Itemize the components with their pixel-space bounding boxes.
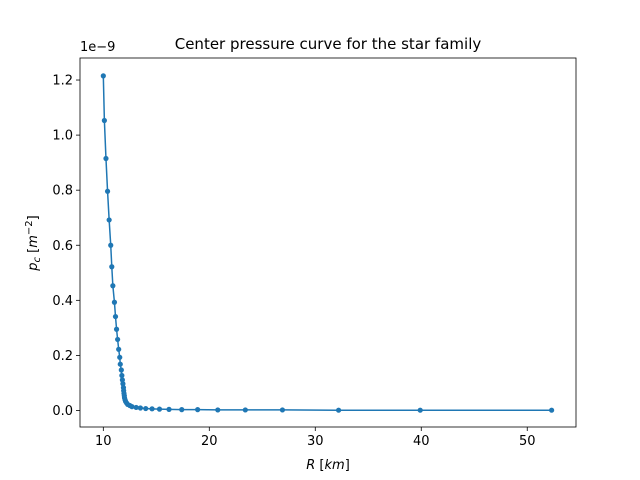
data-point <box>104 188 111 194</box>
data-point <box>156 406 163 412</box>
data-point <box>149 406 155 412</box>
x-tick-label: 30 <box>307 434 324 449</box>
data-point <box>119 372 125 379</box>
y-offset-text: 1e−9 <box>80 40 115 55</box>
y-tick-label: 0.8 <box>52 184 73 199</box>
data-point <box>242 407 248 413</box>
y-tick-label: 0.0 <box>52 404 73 419</box>
x-tick-label: 20 <box>201 434 218 449</box>
y-tick-label: 1.0 <box>52 129 73 144</box>
data-point <box>133 404 139 411</box>
data-point <box>336 407 342 413</box>
data-point <box>110 283 116 289</box>
data-point <box>109 264 115 270</box>
plot-frame <box>79 57 577 428</box>
y-tick-label: 0.4 <box>52 294 73 309</box>
data-point <box>108 242 114 248</box>
data-point <box>120 381 126 387</box>
data-point <box>417 407 423 413</box>
x-tick-label: 40 <box>413 434 430 449</box>
data-point <box>117 361 123 367</box>
y-tick-label: 0.2 <box>52 349 73 364</box>
data-point <box>115 336 121 343</box>
data-point <box>166 406 172 412</box>
data-point <box>279 407 286 413</box>
chart-title: Center pressure curve for the star famil… <box>175 35 482 53</box>
data-point <box>195 407 201 413</box>
x-tick-label: 50 <box>519 434 536 449</box>
data-point <box>179 407 185 413</box>
data-point <box>549 407 555 413</box>
data-point <box>106 217 112 223</box>
y-axis-label: pc [m−2] <box>24 215 43 271</box>
data-point <box>111 299 118 305</box>
data-point <box>117 354 123 360</box>
data-point <box>215 407 221 413</box>
y-tick-label: 0.6 <box>52 239 73 254</box>
data-point <box>118 367 124 373</box>
data-point <box>112 313 119 320</box>
data-point <box>129 404 135 410</box>
data-point <box>101 117 107 124</box>
data-point <box>143 405 149 412</box>
x-axis-label: R [km] <box>306 458 350 473</box>
data-point <box>113 326 120 332</box>
series-line <box>102 75 552 411</box>
data-point <box>119 377 125 383</box>
data-point <box>103 155 109 162</box>
data-point <box>100 73 106 79</box>
y-tick-label: 1.2 <box>52 74 73 89</box>
plot-area: 10 20 30 40 50 0.0 0.2 0.4 0.6 0.8 1.0 1.2 <box>52 57 577 449</box>
x-tick-label: 10 <box>95 434 112 449</box>
data-point <box>116 346 122 352</box>
data-point <box>137 405 144 411</box>
